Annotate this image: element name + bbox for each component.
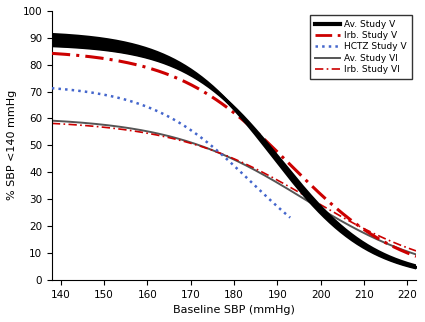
Legend: Av. Study V, Irb. Study V, HCTZ Study V, Av. Study VI, Irb. Study VI: Av. Study V, Irb. Study V, HCTZ Study V,… bbox=[310, 15, 411, 79]
Y-axis label: % SBP <140 mmHg: % SBP <140 mmHg bbox=[7, 90, 17, 201]
X-axis label: Baseline SBP (mmHg): Baseline SBP (mmHg) bbox=[173, 305, 295, 315]
